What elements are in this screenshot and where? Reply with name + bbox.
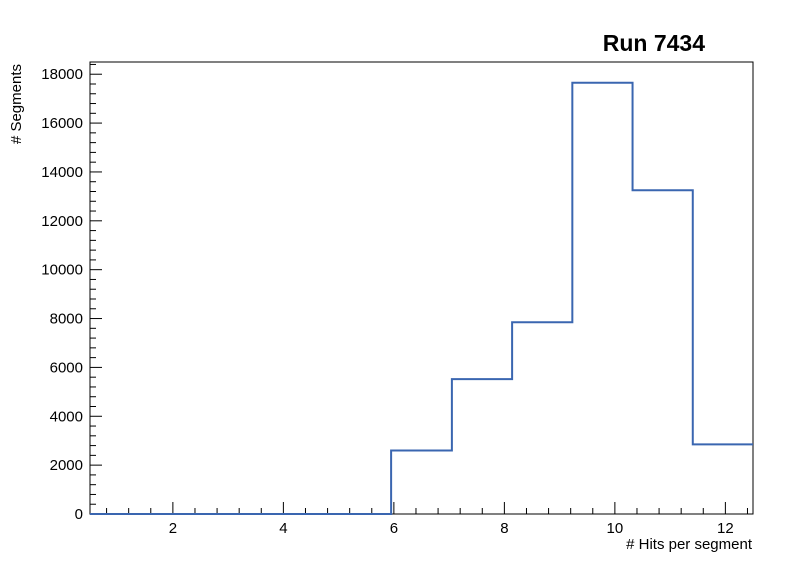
y-tick-label: 8000 bbox=[50, 311, 83, 328]
y-tick-label: 0 bbox=[75, 506, 83, 523]
y-tick-label: 4000 bbox=[50, 408, 83, 425]
y-tick-label: 2000 bbox=[50, 457, 83, 474]
y-axis-tick-labels: 0 2000 4000 6000 8000 10000 12000 14000 16000 180… bbox=[41, 66, 83, 523]
x-tick-label: 2 bbox=[169, 520, 177, 537]
y-tick-label: 10000 bbox=[41, 262, 83, 279]
x-axis-tick-labels: 2 4 6 8 10 12 bbox=[169, 520, 734, 537]
y-axis-ticks bbox=[90, 63, 102, 515]
y-tick-label: 6000 bbox=[50, 359, 83, 376]
x-tick-label: 12 bbox=[717, 520, 734, 537]
x-tick-label: 4 bbox=[279, 520, 287, 537]
histogram-line bbox=[90, 81, 753, 515]
x-axis-label: # Hits per segment bbox=[626, 536, 753, 553]
y-tick-label: 12000 bbox=[41, 213, 83, 230]
plot-title: Run 7434 bbox=[603, 30, 705, 56]
y-axis-label: # Segments bbox=[8, 64, 25, 144]
y-tick-label: 14000 bbox=[41, 164, 83, 181]
chart-frame bbox=[89, 61, 754, 515]
x-tick-label: 8 bbox=[500, 520, 508, 537]
x-tick-label: 10 bbox=[607, 520, 624, 537]
x-tick-label: 6 bbox=[390, 520, 398, 537]
x-axis-ticks bbox=[106, 502, 748, 514]
y-tick-label: 16000 bbox=[41, 115, 83, 132]
y-tick-label: 18000 bbox=[41, 66, 83, 83]
